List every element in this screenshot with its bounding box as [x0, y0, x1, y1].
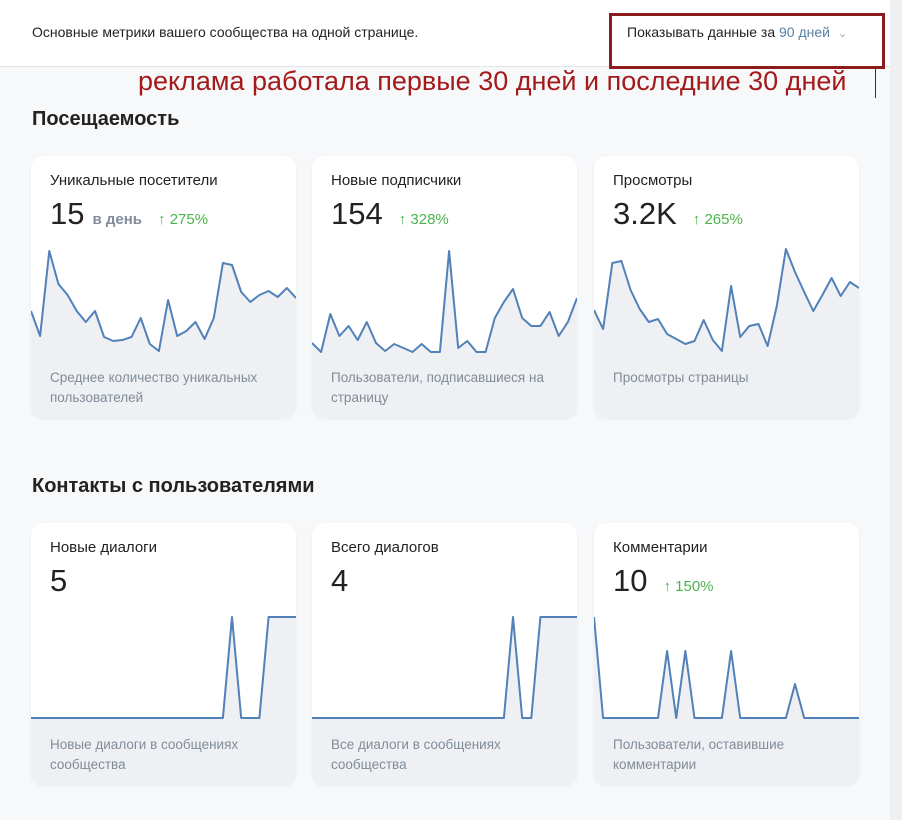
sparkline-line	[312, 250, 577, 353]
period-selector[interactable]: Показывать данные за 90 дней ⌄	[627, 24, 847, 40]
card-title: Комментарии	[613, 539, 708, 556]
sparkline-line	[594, 616, 859, 719]
period-value[interactable]: 90 дней	[779, 24, 830, 40]
metric-card[interactable]: Всего диалогов 4 Все диалоги в сообщения…	[312, 523, 577, 785]
metric-card[interactable]: Просмотры 3.2K ↑ 265% Просмотры страницы	[594, 156, 859, 418]
card-description: Пользователи, оставившие комментарии	[613, 737, 785, 772]
card-title: Новые подписчики	[331, 172, 462, 189]
metric-unit: в день	[92, 211, 143, 228]
card-description: Пользователи, подписавшиеся на страницу	[331, 370, 544, 405]
sparkline-chart	[312, 616, 577, 785]
card-title: Новые диалоги	[50, 539, 158, 556]
sparkline-chart	[31, 250, 296, 418]
metric-value: 154	[331, 196, 383, 231]
card-title: Всего диалогов	[331, 539, 439, 556]
metric-value: 3.2K	[613, 196, 677, 231]
annotation-text: реклама работала первые 30 дней и послед…	[138, 66, 847, 96]
metric-card[interactable]: Комментарии 10 ↑ 150% Пользователи, оста…	[594, 523, 859, 785]
chevron-down-icon: ⌄	[837, 28, 848, 40]
metric-card[interactable]: Новые подписчики 154 ↑ 328% Пользователи…	[312, 156, 577, 418]
card-title: Просмотры	[613, 172, 693, 189]
metric-row: 154 ↑ 328%	[331, 196, 449, 232]
metric-row: 3.2K ↑ 265%	[613, 196, 743, 232]
metric-delta: ↑ 328%	[398, 211, 449, 228]
period-label: Показывать данные за	[627, 24, 776, 40]
sparkline-line	[594, 248, 859, 352]
annotation-highlight-box	[609, 13, 885, 69]
metric-value: 5	[50, 563, 68, 598]
sparkline-chart	[594, 616, 859, 785]
sparkline-line	[31, 250, 296, 352]
section-title: Контакты с пользователями	[32, 475, 315, 497]
sparkline-area	[594, 249, 859, 418]
metric-row: 15 в день ↑ 275%	[50, 196, 208, 232]
sparkline-line	[312, 616, 577, 719]
header-description: Основные метрики вашего сообщества на од…	[32, 24, 419, 40]
metric-row: 5	[50, 563, 67, 599]
card-title: Уникальные посетители	[50, 172, 218, 189]
sparkline-area	[594, 617, 859, 785]
sparkline-area	[31, 251, 296, 418]
scrollbar[interactable]	[890, 0, 902, 820]
card-description: Просмотры страницы	[613, 370, 749, 385]
metric-row: 4	[331, 563, 348, 599]
metric-delta: ↑ 150%	[663, 578, 714, 595]
metric-value: 10	[613, 563, 648, 598]
text-cursor	[875, 66, 876, 98]
metric-card[interactable]: Уникальные посетители 15 в день ↑ 275% С…	[31, 156, 296, 418]
metric-value: 4	[331, 563, 349, 598]
metric-delta: ↑ 275%	[158, 211, 209, 228]
sparkline-chart	[312, 250, 577, 418]
sparkline-chart	[31, 616, 296, 785]
section-title: Посещаемость	[32, 108, 180, 130]
page-header: Основные метрики вашего сообщества на од…	[0, 0, 890, 67]
card-description: Среднее количество уникальных пользовате…	[50, 370, 258, 405]
sparkline-area	[312, 617, 577, 785]
sparkline-chart	[594, 248, 859, 418]
card-description: Все диалоги в сообщениях сообщества	[331, 737, 501, 772]
sparkline-area	[31, 617, 296, 785]
metric-delta: ↑ 265%	[692, 211, 743, 228]
metric-row: 10 ↑ 150%	[613, 563, 714, 599]
card-description: Новые диалоги в сообщениях сообщества	[50, 737, 239, 772]
metric-card[interactable]: Новые диалоги 5 Новые диалоги в сообщени…	[31, 523, 296, 785]
metric-value: 15	[50, 196, 85, 231]
sparkline-line	[31, 616, 296, 719]
